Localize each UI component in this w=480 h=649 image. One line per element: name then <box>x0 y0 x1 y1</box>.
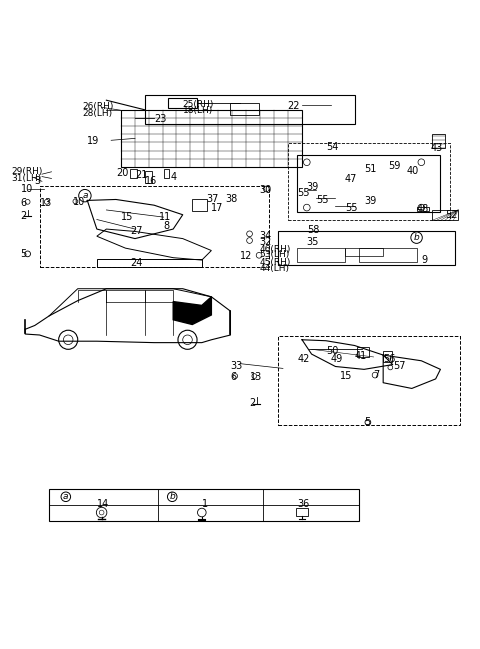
Text: 6: 6 <box>230 372 237 382</box>
Text: 4: 4 <box>171 171 177 182</box>
Bar <box>357 347 369 357</box>
Bar <box>432 134 445 148</box>
Bar <box>120 110 302 167</box>
Text: 44(LH): 44(LH) <box>259 263 289 273</box>
Text: 49: 49 <box>331 354 343 364</box>
Text: 11: 11 <box>159 212 171 222</box>
Text: 54: 54 <box>326 142 338 152</box>
Bar <box>345 248 383 256</box>
Text: 55: 55 <box>345 203 358 213</box>
Text: 15: 15 <box>120 212 133 222</box>
Text: 18(LH): 18(LH) <box>183 106 213 116</box>
Text: 13: 13 <box>250 372 262 382</box>
Text: 2: 2 <box>21 211 27 221</box>
Text: 59: 59 <box>388 161 400 171</box>
Polygon shape <box>173 297 211 324</box>
Text: 57: 57 <box>393 361 405 371</box>
Text: 20: 20 <box>116 167 128 178</box>
Text: 52: 52 <box>445 210 458 220</box>
Bar <box>230 103 259 114</box>
Text: 3: 3 <box>35 177 41 186</box>
Text: 23: 23 <box>154 114 167 125</box>
Text: 9: 9 <box>421 255 428 265</box>
Text: a: a <box>63 493 69 501</box>
Text: 39: 39 <box>364 197 376 206</box>
Bar <box>278 336 459 424</box>
Text: 55: 55 <box>316 195 329 206</box>
Text: 48: 48 <box>417 204 429 214</box>
Text: a: a <box>82 191 88 200</box>
Text: 53(LH): 53(LH) <box>259 251 289 260</box>
Text: 24: 24 <box>130 258 143 269</box>
Text: 6: 6 <box>21 199 26 208</box>
Bar <box>144 95 355 124</box>
Bar <box>297 248 345 262</box>
Bar <box>97 259 202 267</box>
Text: 25(RH): 25(RH) <box>183 99 214 108</box>
Bar <box>278 232 455 265</box>
Text: 35: 35 <box>307 238 319 247</box>
Text: 47: 47 <box>345 175 358 184</box>
Text: 10: 10 <box>21 184 33 194</box>
Text: 5: 5 <box>364 417 371 427</box>
Text: 58: 58 <box>307 225 319 235</box>
Text: 33: 33 <box>230 361 243 371</box>
Text: 17: 17 <box>211 203 224 213</box>
Bar <box>297 155 441 212</box>
Text: 29(RH): 29(RH) <box>11 167 42 177</box>
Bar <box>383 351 392 361</box>
Bar <box>360 248 417 262</box>
Bar <box>49 489 360 521</box>
Bar <box>39 186 269 267</box>
Text: b: b <box>169 493 175 501</box>
Text: 51: 51 <box>364 164 376 174</box>
Text: 7: 7 <box>373 370 380 380</box>
Text: 40: 40 <box>407 166 419 176</box>
Text: 39: 39 <box>307 182 319 192</box>
Text: 41: 41 <box>355 351 367 361</box>
Text: 31(LH): 31(LH) <box>11 174 41 183</box>
Bar <box>130 169 137 178</box>
Bar <box>432 210 458 221</box>
Text: b: b <box>414 233 420 242</box>
Text: 15: 15 <box>340 371 353 381</box>
Text: 46(RH): 46(RH) <box>259 245 290 254</box>
Bar <box>288 143 450 219</box>
Bar <box>164 169 169 178</box>
Text: 38: 38 <box>226 195 238 204</box>
Text: 26(RH): 26(RH) <box>83 103 114 112</box>
Text: 43: 43 <box>431 143 443 153</box>
Text: 12: 12 <box>240 251 252 262</box>
Bar <box>296 508 308 517</box>
Text: 16: 16 <box>144 177 157 186</box>
Text: 42: 42 <box>297 354 310 364</box>
Text: 8: 8 <box>164 221 170 231</box>
Text: 32: 32 <box>259 238 272 247</box>
Text: 30: 30 <box>259 185 271 195</box>
Text: 56: 56 <box>383 354 396 364</box>
Bar <box>417 207 429 211</box>
Text: 19: 19 <box>87 136 99 146</box>
Text: 34: 34 <box>259 231 271 241</box>
Text: 37: 37 <box>206 195 219 204</box>
Bar <box>168 98 197 108</box>
Text: 22: 22 <box>288 101 300 111</box>
Text: 28(LH): 28(LH) <box>83 109 113 118</box>
Text: 14: 14 <box>97 499 109 509</box>
Text: 1: 1 <box>202 499 208 509</box>
Text: 45(RH): 45(RH) <box>259 258 290 267</box>
Text: 13: 13 <box>39 199 52 208</box>
Text: 10: 10 <box>73 197 85 207</box>
Text: 55: 55 <box>297 188 310 198</box>
Text: 36: 36 <box>297 499 310 509</box>
Text: 2: 2 <box>250 398 256 408</box>
Text: 5: 5 <box>21 249 27 259</box>
Text: 50: 50 <box>326 346 338 356</box>
Bar <box>144 171 152 183</box>
Text: 21: 21 <box>135 169 147 180</box>
Bar <box>192 199 206 211</box>
Text: 27: 27 <box>130 226 143 236</box>
